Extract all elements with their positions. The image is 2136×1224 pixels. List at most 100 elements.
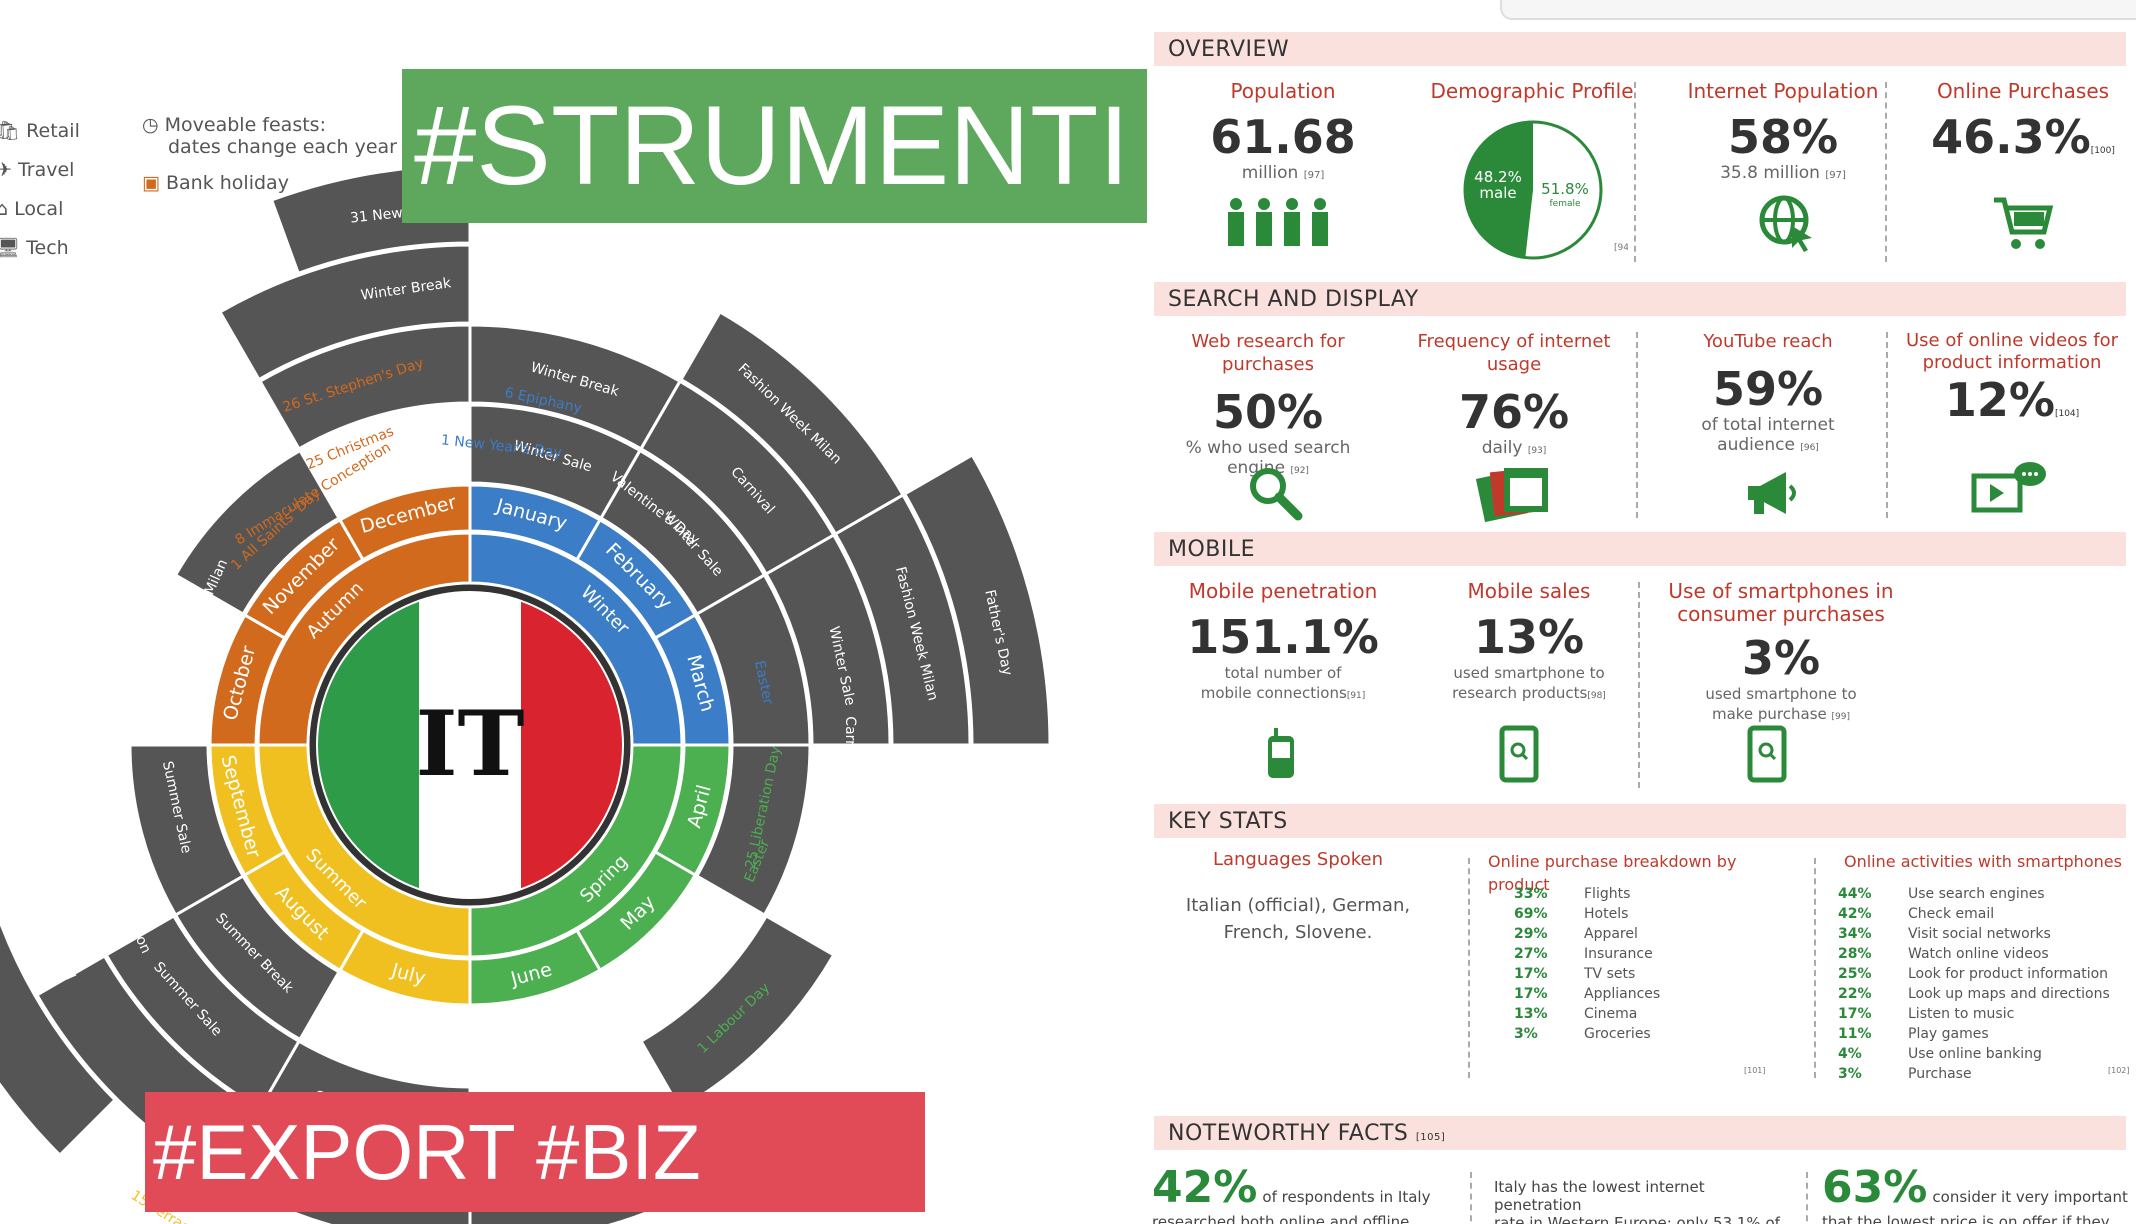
table-row: 27% Insurance <box>1514 944 1660 964</box>
stat-sub: mobile connections <box>1200 684 1347 702</box>
section-key-stats: KEY STATS <box>1154 804 2126 838</box>
search-icon <box>1250 468 1303 521</box>
stat-ref: [97] <box>1303 170 1325 181</box>
fact-value: 42% <box>1152 1162 1258 1213</box>
fact-penetration: Italy has the lowest internet penetratio… <box>1494 1178 1794 1224</box>
fact-text: researched both online and offline <box>1152 1213 1410 1224</box>
stat-sub: daily <box>1481 438 1523 458</box>
row-label: Flights <box>1584 886 1631 902</box>
stat-sub: audience <box>1717 435 1795 455</box>
table-row: 17% Listen to music <box>1838 1004 2110 1024</box>
event-block <box>694 743 812 918</box>
activities-table: 44% Use search engines 42% Check email 34% Vi… <box>1838 884 2110 1084</box>
row-percent: 29% <box>1514 926 1548 942</box>
legend-bank-holiday: ▣ Bank holiday <box>142 172 289 194</box>
stat-ref: [96] <box>1800 443 1819 453</box>
stat-label: YouTube reach <box>1703 331 1833 352</box>
row-percent: 17% <box>1514 966 1548 982</box>
table-row: 17% Appliances <box>1514 984 1660 1004</box>
stat-value: 13% <box>1473 610 1585 664</box>
stat-value: 46.3% <box>1931 110 2091 164</box>
table-row: 22% Look up maps and directions <box>1838 984 2110 1004</box>
stat-sub: used smartphone to <box>1705 685 1857 703</box>
season-arc-autumn <box>256 531 472 747</box>
table-row: 11% Play games <box>1838 1024 2110 1044</box>
stat-value: 3% <box>1741 631 1821 685</box>
event-block <box>0 916 118 1158</box>
divider <box>1638 582 1640 788</box>
stat-ref: [100] <box>2090 146 2115 156</box>
stat-ref: [98] <box>1587 691 1606 701</box>
event-block <box>217 243 472 382</box>
pie-male-value: 48.2% <box>1474 168 1522 186</box>
breakdown-ref: [101] <box>1744 1066 1766 1075</box>
activities-title: Online activities with smartphones <box>1844 852 2122 871</box>
legend-moveable-line1: Moveable feasts: <box>164 114 326 136</box>
stat-population: Population 61.68 million [97] <box>1168 80 1398 186</box>
row-percent: 17% <box>1838 1006 1872 1022</box>
divider <box>1886 332 1888 518</box>
row-label: Hotels <box>1584 906 1629 922</box>
pie-female-value: 51.8% <box>1541 180 1589 198</box>
event-label: Back to School <box>21 882 78 983</box>
stat-sub: used smartphone to <box>1453 664 1605 682</box>
fact-text: that the lowest price is on offer if the… <box>1822 1213 2110 1224</box>
fact-text: of respondents in Italy <box>1262 1188 1431 1206</box>
legend-moveable: ◷ Moveable feasts: dates change each yea… <box>142 114 397 158</box>
legend-label: Tech <box>26 237 69 259</box>
stat-languages: Languages Spoken Italian (official), Ger… <box>1168 848 1428 945</box>
row-percent: 34% <box>1838 926 1872 942</box>
row-percent: 4% <box>1838 1046 1862 1062</box>
stat-value: 76% <box>1458 385 1570 439</box>
calendar-infographic: 🛍 Retail ✈ Travel ⌂ Local 🖥 Tech ◷ Movea… <box>0 69 1147 1224</box>
stat-ref: [94] <box>1614 243 1628 253</box>
legend-bank-label: Bank holiday <box>166 172 289 194</box>
table-row: 13% Cinema <box>1514 1004 1660 1024</box>
stat-mobile-penetration: Mobile penetration 151.1% total number o… <box>1168 580 1398 706</box>
row-label: Visit social networks <box>1908 926 2051 942</box>
table-row: 4% Use online banking <box>1838 1044 2110 1064</box>
table-row: 3% Groceries <box>1514 1024 1660 1044</box>
row-percent: 17% <box>1514 986 1548 1002</box>
event-block <box>173 448 342 617</box>
fact-text: rate in Western Europe; only 53.1% of <box>1494 1214 1780 1224</box>
tag-export-biz-map: #EXPORT #BIZ #MAP <box>145 1092 925 1212</box>
row-percent: 25% <box>1838 966 1872 982</box>
row-label: Cinema <box>1584 1006 1638 1022</box>
table-row: 28% Watch online videos <box>1838 944 2110 964</box>
stat-label: Use of smartphones in <box>1668 579 1894 603</box>
event-block <box>833 492 972 747</box>
event-block <box>104 913 302 1111</box>
stat-label: Mobile penetration <box>1188 579 1378 603</box>
row-label: Insurance <box>1584 946 1653 962</box>
row-percent: 22% <box>1838 986 1872 1002</box>
languages-line1: Italian (official), German, <box>1185 895 1411 916</box>
section-overview: OVERVIEW <box>1154 32 2126 66</box>
legend-item-local: ⌂ Local <box>0 198 64 220</box>
stat-internet-frequency: Frequency of internet usage 76% daily [9… <box>1394 330 1634 461</box>
event-label: Wedding Season <box>359 1022 476 1058</box>
people-icon <box>1228 198 1328 246</box>
stat-label: Population <box>1230 79 1336 103</box>
row-percent: 44% <box>1838 886 1872 902</box>
stat-value: 50% <box>1212 385 1324 439</box>
stat-label: Frequency of internet usage <box>1417 331 1611 375</box>
event-block <box>638 913 836 1111</box>
browser-windows-icon <box>1476 467 1548 523</box>
breakdown-table: 33% Flights 69% Hotels 29% Apparel 27% Insuranc… <box>1514 884 1660 1044</box>
divider <box>1636 332 1638 518</box>
divider <box>1470 1172 1472 1224</box>
table-row: 44% Use search engines <box>1838 884 2110 904</box>
row-label: Listen to music <box>1908 1006 2015 1022</box>
legend-item-tech: 🖥 Tech <box>0 237 69 259</box>
legend-item-travel: ✈ Travel <box>0 159 75 181</box>
row-percent: 42% <box>1838 906 1872 922</box>
row-percent: 3% <box>1514 1026 1538 1042</box>
languages-line2: French, Slovene. <box>1223 922 1373 943</box>
stat-mobile-sales: Mobile sales 13% used smartphone to rese… <box>1414 580 1644 706</box>
stat-value: 151.1% <box>1187 610 1379 664</box>
mobile-phone-icon <box>1268 728 1294 778</box>
clock-icon: ◷ <box>142 114 159 136</box>
table-row: 33% Flights <box>1514 884 1660 904</box>
divider <box>1634 82 1636 262</box>
